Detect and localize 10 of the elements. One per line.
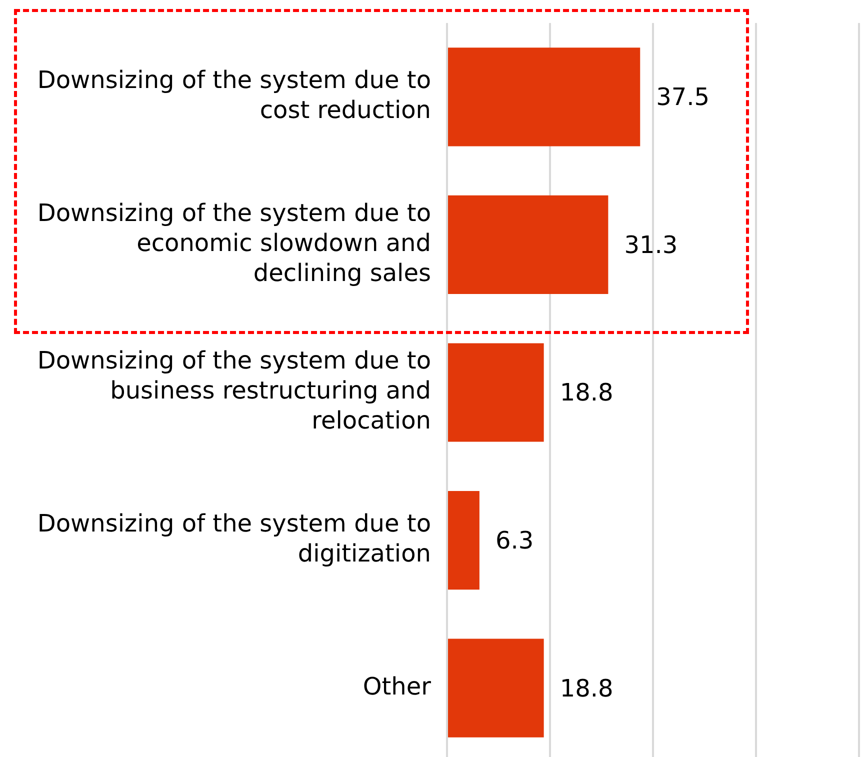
data-label: 18.8 (560, 674, 614, 702)
y-tick-label: Downsizing of the system due to economic slowdown and declining sales (37, 198, 431, 287)
y-tick-label: Other (362, 672, 432, 700)
data-label: 18.8 (560, 378, 614, 407)
y-tick-label: Downsizing of the system due to cost reduction (37, 66, 431, 124)
y-tick-label: Downsizing of the system due to business restructuring and relocation (37, 346, 431, 435)
data-label: 6.3 (495, 526, 534, 555)
y-tick-label: Downsizing of the system due to digitization (37, 510, 431, 568)
data-label: 31.3 (624, 230, 678, 259)
data-label: 37.5 (656, 83, 710, 112)
